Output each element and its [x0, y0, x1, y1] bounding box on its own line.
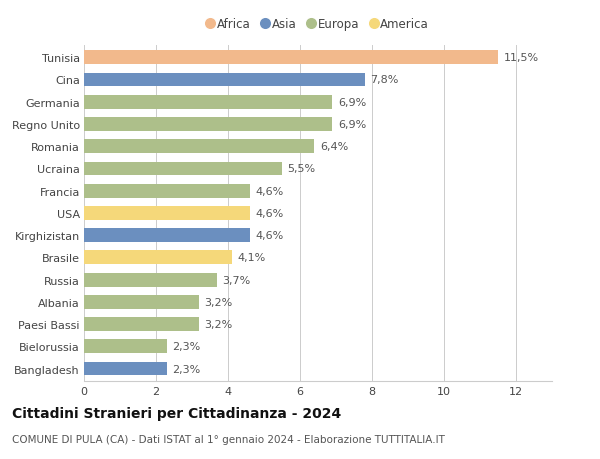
- Bar: [84, 51, 498, 65]
- Bar: [84, 273, 217, 287]
- Text: Cittadini Stranieri per Cittadinanza - 2024: Cittadini Stranieri per Cittadinanza - 2…: [12, 406, 341, 420]
- Bar: [84, 118, 332, 132]
- Text: 6,9%: 6,9%: [338, 120, 366, 129]
- Bar: [84, 185, 250, 198]
- Text: 2,3%: 2,3%: [172, 364, 200, 374]
- Bar: [84, 140, 314, 154]
- Bar: [84, 229, 250, 242]
- Text: 7,8%: 7,8%: [370, 75, 398, 85]
- Text: 4,6%: 4,6%: [255, 230, 283, 241]
- Text: 6,4%: 6,4%: [320, 142, 348, 152]
- Text: 4,1%: 4,1%: [237, 253, 265, 263]
- Bar: [84, 162, 282, 176]
- Bar: [84, 340, 167, 353]
- Text: 11,5%: 11,5%: [503, 53, 539, 63]
- Bar: [84, 73, 365, 87]
- Bar: [84, 95, 332, 109]
- Text: 3,2%: 3,2%: [205, 319, 233, 330]
- Text: 5,5%: 5,5%: [287, 164, 316, 174]
- Text: 4,6%: 4,6%: [255, 186, 283, 196]
- Text: 2,3%: 2,3%: [172, 341, 200, 352]
- Text: 3,2%: 3,2%: [205, 297, 233, 307]
- Text: COMUNE DI PULA (CA) - Dati ISTAT al 1° gennaio 2024 - Elaborazione TUTTITALIA.IT: COMUNE DI PULA (CA) - Dati ISTAT al 1° g…: [12, 434, 445, 444]
- Legend: Africa, Asia, Europa, America: Africa, Asia, Europa, America: [205, 16, 431, 34]
- Bar: [84, 362, 167, 375]
- Bar: [84, 318, 199, 331]
- Text: 6,9%: 6,9%: [338, 97, 366, 107]
- Bar: [84, 295, 199, 309]
- Text: 4,6%: 4,6%: [255, 208, 283, 218]
- Text: 3,7%: 3,7%: [223, 275, 251, 285]
- Bar: [84, 207, 250, 220]
- Bar: [84, 251, 232, 265]
